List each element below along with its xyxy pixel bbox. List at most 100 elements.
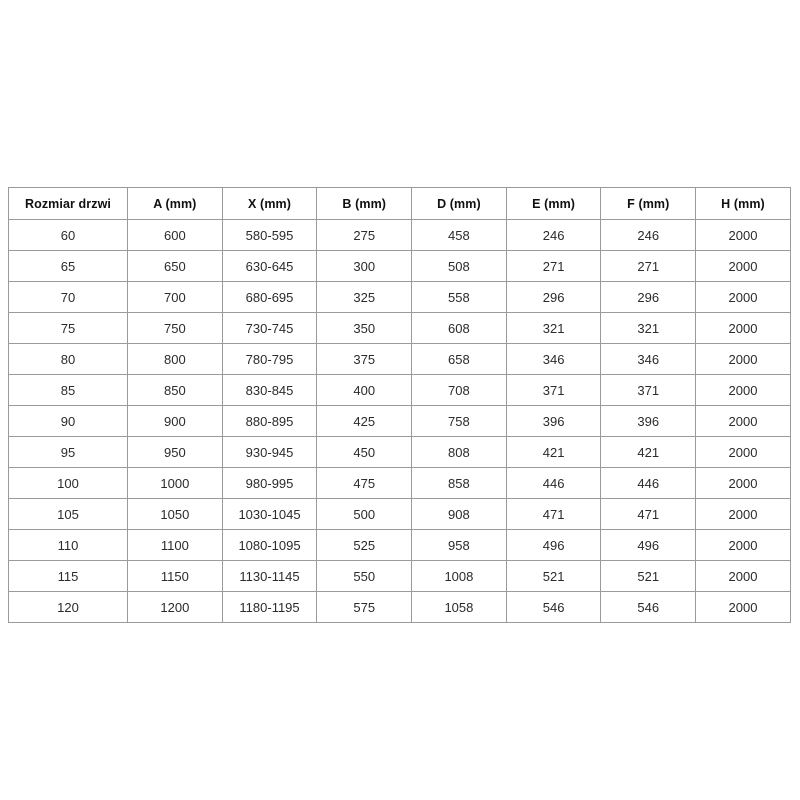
cell-e: 396 bbox=[505, 405, 602, 437]
cell-f: 421 bbox=[600, 436, 697, 468]
table-row: 60 600 580-595 275 458 246 246 2000 bbox=[8, 219, 791, 251]
column-header-x: X (mm) bbox=[221, 187, 318, 220]
cell-h: 2000 bbox=[695, 219, 791, 251]
cell-f: 496 bbox=[600, 529, 697, 561]
cell-b: 525 bbox=[316, 529, 413, 561]
table-row: 70 700 680-695 325 558 296 296 2000 bbox=[8, 281, 791, 313]
table-row: 100 1000 980-995 475 858 446 446 2000 bbox=[8, 467, 791, 499]
cell-h: 2000 bbox=[695, 281, 791, 313]
cell-e: 321 bbox=[505, 312, 602, 344]
spec-table-container: Rozmiar drzwi A (mm) X (mm) B (mm) D (mm) E (… bbox=[8, 187, 791, 623]
cell-e: 246 bbox=[505, 219, 602, 251]
cell-h: 2000 bbox=[695, 560, 791, 592]
cell-f: 371 bbox=[600, 374, 697, 406]
cell-h: 2000 bbox=[695, 312, 791, 344]
cell-size: 85 bbox=[8, 374, 128, 406]
cell-b: 450 bbox=[316, 436, 413, 468]
cell-b: 325 bbox=[316, 281, 413, 313]
cell-x: 730-745 bbox=[221, 312, 318, 344]
cell-b: 550 bbox=[316, 560, 413, 592]
cell-x: 1180-1195 bbox=[221, 591, 318, 623]
cell-x: 630-645 bbox=[221, 250, 318, 282]
cell-a: 700 bbox=[127, 281, 223, 313]
table-row: 85 850 830-845 400 708 371 371 2000 bbox=[8, 374, 791, 406]
cell-h: 2000 bbox=[695, 498, 791, 530]
cell-b: 375 bbox=[316, 343, 413, 375]
table-body: 60 600 580-595 275 458 246 246 2000 65 650 630-645… bbox=[8, 219, 791, 623]
cell-b: 350 bbox=[316, 312, 413, 344]
table-row: 80 800 780-795 375 658 346 346 2000 bbox=[8, 343, 791, 375]
table-row: 115 1150 1130-1145 550 1008 521 521 2000 bbox=[8, 560, 791, 592]
cell-d: 608 bbox=[411, 312, 507, 344]
cell-e: 421 bbox=[505, 436, 602, 468]
cell-a: 1050 bbox=[127, 498, 223, 530]
cell-f: 521 bbox=[600, 560, 697, 592]
cell-e: 496 bbox=[505, 529, 602, 561]
cell-f: 471 bbox=[600, 498, 697, 530]
cell-e: 471 bbox=[505, 498, 602, 530]
column-header-e: E (mm) bbox=[505, 187, 602, 220]
cell-f: 346 bbox=[600, 343, 697, 375]
cell-x: 1080-1095 bbox=[221, 529, 318, 561]
cell-e: 296 bbox=[505, 281, 602, 313]
cell-a: 750 bbox=[127, 312, 223, 344]
cell-a: 1150 bbox=[127, 560, 223, 592]
cell-b: 300 bbox=[316, 250, 413, 282]
cell-a: 1100 bbox=[127, 529, 223, 561]
cell-size: 80 bbox=[8, 343, 128, 375]
column-header-f: F (mm) bbox=[600, 187, 697, 220]
cell-x: 980-995 bbox=[221, 467, 318, 499]
cell-a: 800 bbox=[127, 343, 223, 375]
cell-x: 930-945 bbox=[221, 436, 318, 468]
cell-size: 110 bbox=[8, 529, 128, 561]
cell-d: 958 bbox=[411, 529, 507, 561]
cell-f: 246 bbox=[600, 219, 697, 251]
table-row: 110 1100 1080-1095 525 958 496 496 2000 bbox=[8, 529, 791, 561]
cell-d: 808 bbox=[411, 436, 507, 468]
cell-d: 858 bbox=[411, 467, 507, 499]
drzwi-size-specification-table: Rozmiar drzwi A (mm) X (mm) B (mm) D (mm) E (… bbox=[8, 187, 791, 623]
cell-size: 75 bbox=[8, 312, 128, 344]
cell-b: 500 bbox=[316, 498, 413, 530]
cell-d: 908 bbox=[411, 498, 507, 530]
cell-size: 105 bbox=[8, 498, 128, 530]
table-row: 90 900 880-895 425 758 396 396 2000 bbox=[8, 405, 791, 437]
table-row: 105 1050 1030-1045 500 908 471 471 2000 bbox=[8, 498, 791, 530]
cell-f: 271 bbox=[600, 250, 697, 282]
cell-d: 1058 bbox=[411, 591, 507, 623]
cell-x: 580-595 bbox=[221, 219, 318, 251]
cell-h: 2000 bbox=[695, 374, 791, 406]
cell-e: 521 bbox=[505, 560, 602, 592]
cell-d: 1008 bbox=[411, 560, 507, 592]
cell-h: 2000 bbox=[695, 250, 791, 282]
cell-a: 900 bbox=[127, 405, 223, 437]
cell-h: 2000 bbox=[695, 343, 791, 375]
table-row: 75 750 730-745 350 608 321 321 2000 bbox=[8, 312, 791, 344]
table-header: Rozmiar drzwi A (mm) X (mm) B (mm) D (mm) E (… bbox=[8, 187, 791, 220]
cell-h: 2000 bbox=[695, 529, 791, 561]
cell-a: 1200 bbox=[127, 591, 223, 623]
cell-size: 95 bbox=[8, 436, 128, 468]
cell-a: 650 bbox=[127, 250, 223, 282]
cell-d: 558 bbox=[411, 281, 507, 313]
cell-f: 321 bbox=[600, 312, 697, 344]
cell-size: 120 bbox=[8, 591, 128, 623]
cell-x: 1130-1145 bbox=[221, 560, 318, 592]
table-header-row: Rozmiar drzwi A (mm) X (mm) B (mm) D (mm) E (… bbox=[8, 187, 791, 220]
cell-a: 950 bbox=[127, 436, 223, 468]
cell-e: 271 bbox=[505, 250, 602, 282]
cell-e: 371 bbox=[505, 374, 602, 406]
cell-size: 60 bbox=[8, 219, 128, 251]
cell-b: 400 bbox=[316, 374, 413, 406]
cell-f: 296 bbox=[600, 281, 697, 313]
cell-d: 508 bbox=[411, 250, 507, 282]
table-row: 65 650 630-645 300 508 271 271 2000 bbox=[8, 250, 791, 282]
cell-size: 100 bbox=[8, 467, 128, 499]
cell-x: 830-845 bbox=[221, 374, 318, 406]
cell-x: 680-695 bbox=[221, 281, 318, 313]
cell-size: 90 bbox=[8, 405, 128, 437]
cell-d: 658 bbox=[411, 343, 507, 375]
cell-x: 1030-1045 bbox=[221, 498, 318, 530]
cell-d: 458 bbox=[411, 219, 507, 251]
